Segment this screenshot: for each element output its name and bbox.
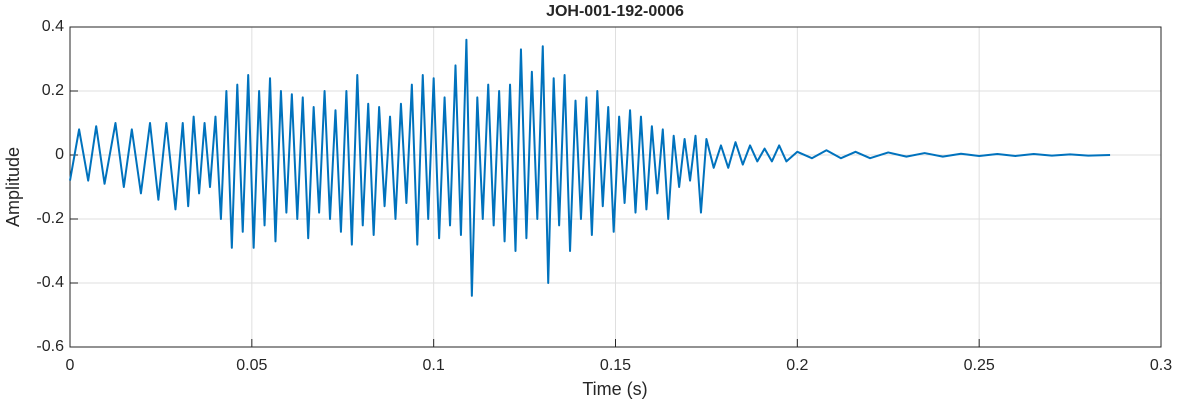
axes-box <box>69 26 1162 348</box>
x-tick-label: 0.15 <box>600 357 631 374</box>
y-tick-label: 0.4 <box>42 18 64 35</box>
y-tick-label: -0.2 <box>36 210 64 227</box>
x-tick-label: 0.3 <box>1150 357 1172 374</box>
x-tick-label: 0 <box>66 357 75 374</box>
signal-line <box>69 38 1111 297</box>
x-tick-label: 0.25 <box>964 357 995 374</box>
chart-title: JOH-001-192-0006 <box>546 3 684 20</box>
x-tick-label: 0.1 <box>423 357 445 374</box>
y-axis-label: Amplitude <box>3 147 23 227</box>
x-axis-label: Time (s) <box>582 379 647 399</box>
y-tick-label: -0.4 <box>36 274 64 291</box>
y-tick-label: -0.6 <box>36 338 64 355</box>
y-tick-label: 0.2 <box>42 82 64 99</box>
x-tick-label: 0.2 <box>786 357 808 374</box>
x-tick-label: 0.05 <box>236 357 267 374</box>
y-tick-label: 0 <box>55 146 64 163</box>
